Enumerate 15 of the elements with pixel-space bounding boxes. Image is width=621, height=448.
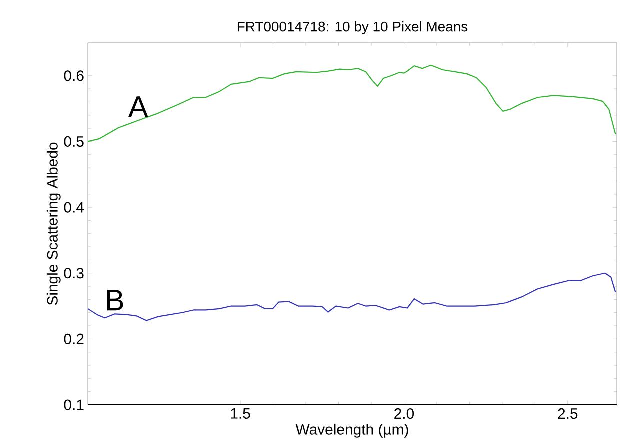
x-tick-label: 2.5: [558, 408, 578, 420]
y-axis-title: Single Scattering Albedo: [46, 142, 61, 306]
y-tick-label: 0.2: [64, 334, 84, 344]
y-tick-label: 0.1: [64, 400, 84, 410]
x-axis-title: Wavelength (µm): [296, 424, 408, 438]
series-label: B: [107, 290, 124, 311]
line-series: [88, 64, 616, 142]
y-tick-label: 0.6: [64, 70, 84, 82]
chart-title: FRT00014718: 10 by 10 Pixel Means: [238, 21, 468, 34]
y-tick-label: 0.3: [64, 268, 84, 279]
y-tick-label: 0.5: [64, 136, 84, 148]
x-tick-label: 1.5: [231, 408, 250, 419]
series-label: A: [128, 96, 148, 118]
y-tick-label: 0.4: [64, 202, 84, 213]
x-tick-label: 2.0: [394, 408, 414, 420]
